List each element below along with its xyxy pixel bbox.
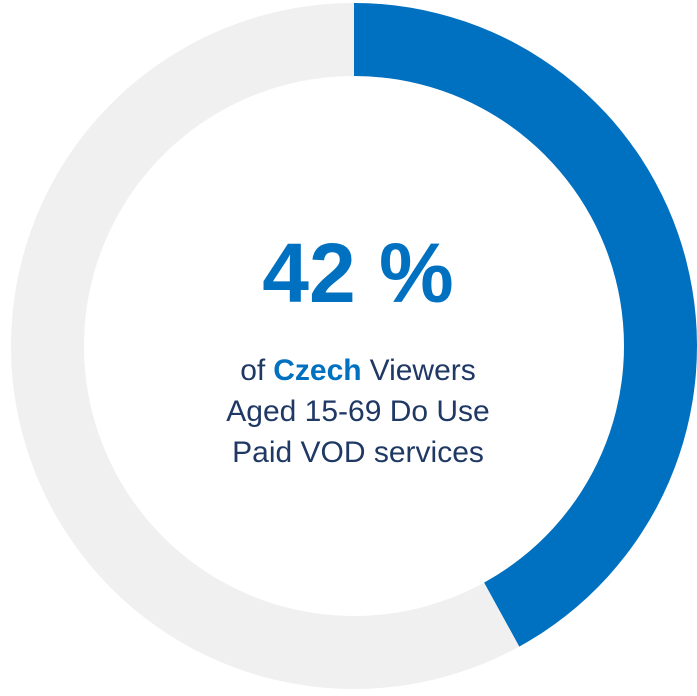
donut-slice [354,3,697,647]
caption-text: Viewers [370,354,476,387]
donut-slice [11,3,520,690]
caption-text: of [240,354,266,387]
caption-text: Paid VOD services [232,436,484,469]
caption: of Czech Viewers Aged 15-69 Do Use Paid VOD … [226,354,490,469]
donut [11,3,697,690]
center-value: 42 % [262,226,453,320]
caption-text: Aged 15-69 Do Use [226,395,490,428]
caption-text: Czech [273,354,361,387]
